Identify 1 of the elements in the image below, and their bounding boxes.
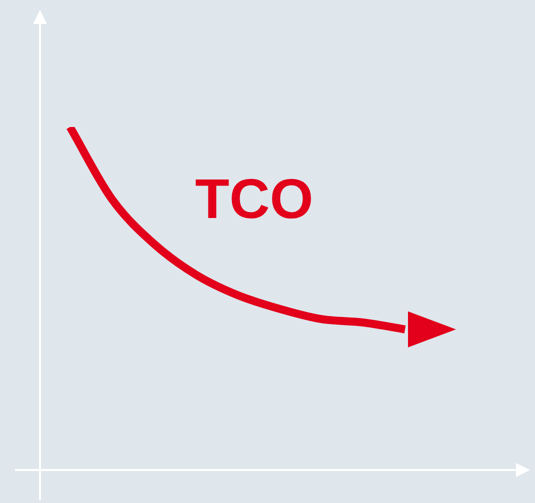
series-label: TCO: [195, 166, 314, 230]
